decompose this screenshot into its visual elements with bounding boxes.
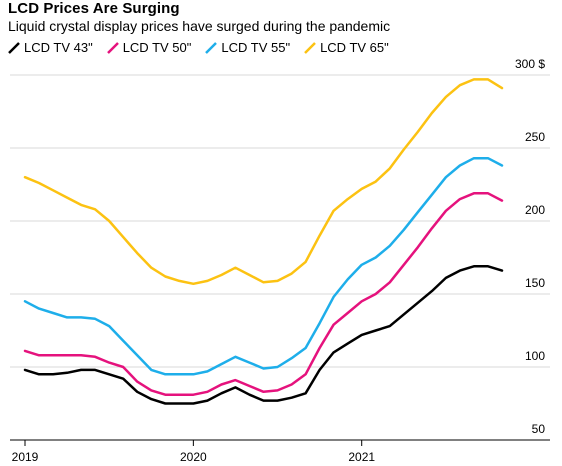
x-tick-label: 2020 bbox=[180, 450, 207, 464]
legend-label-65: LCD TV 65" bbox=[320, 40, 389, 55]
legend-item-55: LCD TV 55" bbox=[205, 40, 290, 55]
y-tick-label: 50 bbox=[532, 422, 546, 436]
y-tick-label: 250 bbox=[525, 130, 545, 144]
chart-subtitle: Liquid crystal display prices have surge… bbox=[8, 18, 391, 34]
legend-label-43: LCD TV 43" bbox=[24, 40, 93, 55]
y-tick-label: 100 bbox=[525, 349, 545, 363]
y-tick-label: 200 bbox=[525, 203, 545, 217]
series-line-3 bbox=[23, 78, 504, 286]
legend-label-50: LCD TV 50" bbox=[122, 40, 192, 55]
legend-item-50: LCD TV 50" bbox=[106, 40, 192, 55]
y-tick-label: 150 bbox=[525, 276, 545, 290]
legend-swatch-43 bbox=[8, 41, 20, 54]
legend-label-55: LCD TV 55" bbox=[221, 40, 291, 55]
legend-swatch-55 bbox=[205, 41, 218, 54]
legend-item-65: LCD TV 65" bbox=[304, 40, 389, 55]
legend-item-43: LCD TV 43" bbox=[8, 40, 93, 55]
series-line-1 bbox=[23, 192, 504, 396]
legend-swatch-65 bbox=[304, 41, 316, 54]
chart-title: LCD Prices Are Surging bbox=[8, 0, 180, 17]
legend-swatch-50 bbox=[106, 41, 119, 54]
y-tick-label: 300 $ bbox=[515, 57, 545, 71]
x-tick-label: 2019 bbox=[12, 450, 39, 464]
series-line-2 bbox=[23, 156, 504, 376]
series-line-0 bbox=[23, 265, 504, 405]
x-tick-label: 2021 bbox=[348, 450, 375, 464]
legend: LCD TV 43" LCD TV 50" LCD TV 55" LCD TV … bbox=[8, 40, 389, 55]
